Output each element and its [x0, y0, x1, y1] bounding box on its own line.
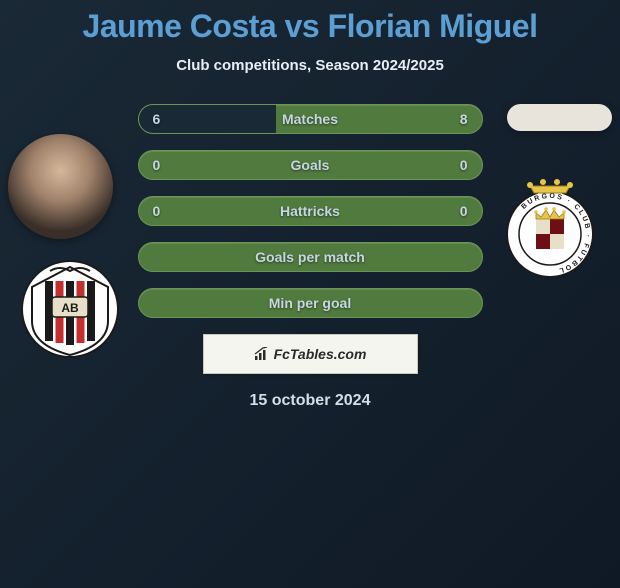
stat-right-value: 0 — [460, 157, 468, 173]
stat-row-goals-per-match: Goals per match — [138, 242, 483, 272]
brand-label: FcTables.com — [274, 346, 367, 362]
chart-icon — [254, 347, 270, 361]
comparison-date: 15 october 2024 — [0, 392, 620, 410]
brand-box[interactable]: FcTables.com — [203, 334, 418, 374]
stat-right-value: 0 — [460, 203, 468, 219]
stat-label: Hattricks — [139, 203, 482, 219]
player-left-avatar — [8, 134, 113, 239]
stat-row-goals: 0 Goals 0 — [138, 150, 483, 180]
brand-text: FcTables.com — [254, 346, 367, 362]
stat-row-min-per-goal: Min per goal — [138, 288, 483, 318]
comparison-subtitle: Club competitions, Season 2024/2025 — [0, 57, 620, 74]
svg-text:AB: AB — [61, 301, 79, 315]
club-badge-left: AB — [20, 259, 120, 359]
stat-row-hattricks: 0 Hattricks 0 — [138, 196, 483, 226]
stat-label: Goals per match — [139, 249, 482, 265]
stat-label: Goals — [139, 157, 482, 173]
player-right-avatar — [507, 104, 612, 131]
comparison-content: AB BURGOS · CLUB · FUTBOL — [0, 104, 620, 410]
stats-container: 6 Matches 8 0 Goals 0 0 Hattricks 0 Goal… — [138, 104, 483, 318]
stat-label: Matches — [139, 111, 482, 127]
club-badge-right: BURGOS · CLUB · FUTBOL — [500, 179, 600, 279]
stat-row-matches: 6 Matches 8 — [138, 104, 483, 134]
comparison-title: Jaume Costa vs Florian Miguel — [0, 8, 620, 45]
stat-label: Min per goal — [139, 295, 482, 311]
stat-right-value: 8 — [460, 111, 468, 127]
